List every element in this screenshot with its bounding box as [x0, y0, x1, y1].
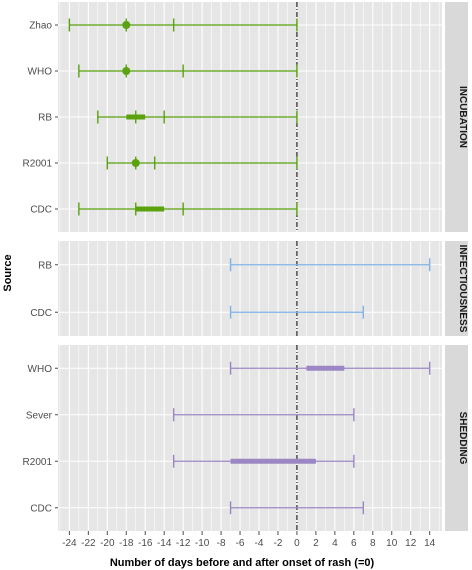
- panel-background: [58, 345, 442, 531]
- x-tick-label: -4: [255, 538, 264, 549]
- y-category-label: WHO: [28, 364, 53, 375]
- x-tick-label: -12: [176, 538, 191, 549]
- x-tick-label: 14: [424, 538, 436, 549]
- interval-incubation-r2001: [106, 156, 298, 170]
- panel-strip-label: INCUBATION: [457, 86, 468, 148]
- y-category-label: R2001: [23, 159, 53, 170]
- x-tick-label: 4: [332, 538, 338, 549]
- y-category-label: CDC: [30, 503, 52, 514]
- y-category-label: CDC: [30, 308, 52, 319]
- thick-range-bar: [230, 458, 316, 464]
- y-category-label: R2001: [23, 457, 53, 468]
- interval-infectiousness-rb: [229, 258, 431, 272]
- interval-infectiousness-cdc: [229, 305, 365, 319]
- panel-strip-label: SHEDDING: [457, 412, 468, 465]
- panel-strip-label: INFECTIOUSNESS: [457, 245, 468, 333]
- x-axis: -24 -22 -20 -18 -16 -14 -12 -10 -8 -6 -4 -2 0 2 4 6 8 10 1…: [62, 531, 436, 549]
- x-tick-label: -20: [100, 538, 115, 549]
- y-axis-title: Source: [2, 254, 14, 291]
- x-tick-label: -2: [274, 538, 283, 549]
- x-tick-label: 10: [386, 538, 398, 549]
- interval-incubation-rb: [97, 110, 298, 124]
- panel-strips: INCUBATION INFECTIOUSNESS SHEDDING: [445, 2, 468, 531]
- y-category-label: RB: [38, 113, 52, 124]
- y-category-label: Sever: [26, 410, 53, 421]
- point-estimate: [122, 21, 131, 29]
- x-tick-label: -22: [81, 538, 96, 549]
- x-tick-label: -16: [138, 538, 153, 549]
- y-category-label: Zhao: [29, 21, 52, 32]
- thick-range-bar: [135, 206, 165, 212]
- point-estimate: [131, 159, 140, 167]
- panel-strip: [445, 241, 468, 336]
- y-category-label: CDC: [30, 205, 52, 216]
- panel-background: [58, 241, 442, 336]
- panel-strip: [445, 2, 468, 232]
- interval-shedding-r2001: [172, 454, 355, 468]
- interval-shedding-cdc: [229, 501, 365, 515]
- y-category-label: WHO: [28, 67, 53, 78]
- x-axis-title: Number of days before and after onset of…: [110, 557, 375, 569]
- x-tick-label: -10: [195, 538, 210, 549]
- x-tick-label: 6: [351, 538, 357, 549]
- interval-incubation-cdc: [78, 202, 298, 216]
- interval-shedding-who: [229, 361, 431, 375]
- panels-layer: [58, 2, 442, 531]
- y-axis-labels: Zhao WHO RB R2001 CDC RB CDC WHO Sever R2001 CDC: [23, 21, 58, 514]
- interval-incubation-who: [78, 64, 298, 78]
- x-tick-label: -18: [119, 538, 134, 549]
- thick-range-bar: [126, 114, 146, 120]
- point-estimate: [122, 67, 131, 75]
- interval-shedding-sever: [172, 408, 355, 422]
- x-tick-label: -8: [217, 538, 226, 549]
- marks-layer: [68, 18, 431, 515]
- x-tick-label: -6: [236, 538, 245, 549]
- panel-strip: [445, 345, 468, 531]
- x-tick-label: 12: [405, 538, 417, 549]
- x-tick-label: -14: [157, 538, 172, 549]
- x-tick-label: 2: [313, 538, 319, 549]
- x-tick-label: -24: [62, 538, 77, 549]
- x-tick-label: 0: [294, 538, 300, 549]
- x-tick-label: 8: [370, 538, 376, 549]
- y-category-label: RB: [38, 260, 52, 271]
- interval-incubation-zhao: [68, 18, 298, 32]
- thick-range-bar: [306, 365, 345, 371]
